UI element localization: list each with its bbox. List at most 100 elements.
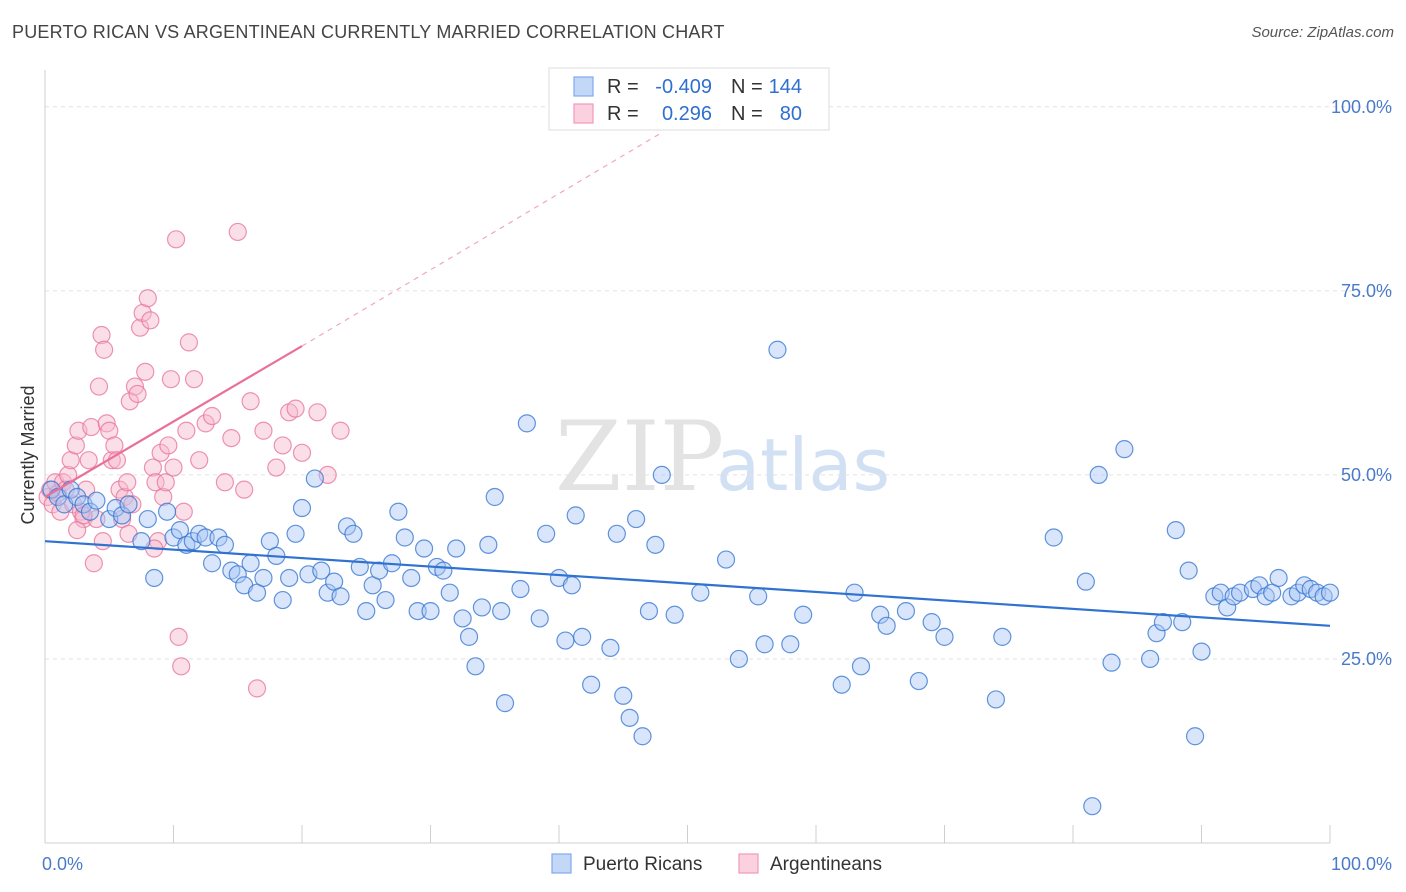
puerto-rican-point-52 <box>395 528 414 547</box>
puerto-rican-point-83 <box>626 509 646 529</box>
puerto-rican-point-43 <box>337 517 357 536</box>
argentinean-point-67 <box>267 458 286 477</box>
argentinean-point-26 <box>105 436 124 455</box>
puerto-rican-point-95 <box>781 635 800 654</box>
puerto-rican-point-65 <box>479 535 498 554</box>
puerto-rican-point-64 <box>472 598 491 617</box>
grid-lines <box>45 106 1392 660</box>
puerto-rican-point-89 <box>691 583 710 602</box>
argentinean-point-57 <box>190 451 209 470</box>
watermark-atlas: atlas <box>716 423 890 507</box>
puerto-rican-point-114 <box>1140 649 1160 669</box>
watermark-zip: ZIP <box>555 401 724 513</box>
argentinean-point-60 <box>215 473 234 492</box>
puerto-rican-point-121 <box>1192 642 1211 661</box>
argentinean-point-44 <box>151 443 170 462</box>
puerto-rican-point-14 <box>145 568 164 588</box>
puerto-rican-point-104 <box>922 613 941 632</box>
x-tick-label-1: 100.0% <box>1331 854 1392 874</box>
argentinean-point-62 <box>228 222 247 242</box>
bottom-legend-swatch-pink <box>738 853 759 874</box>
legend-swatch-blue <box>573 76 594 97</box>
puerto-rican-point-10 <box>112 506 132 525</box>
puerto-rican-point-38 <box>305 469 324 488</box>
legend-n-label-1: N = <box>731 76 763 98</box>
puerto-rican-trend-line <box>44 540 1331 627</box>
puerto-rican-point-106 <box>986 690 1006 709</box>
puerto-rican-point-30 <box>254 568 273 588</box>
puerto-rican-point-0 <box>42 480 61 499</box>
legend-n-value-2: 80 <box>780 103 802 125</box>
bottom-legend-swatch-blue <box>551 853 572 874</box>
argentinean-point-34 <box>125 377 145 396</box>
puerto-rican-point-117 <box>1166 521 1185 540</box>
puerto-rican-point-97 <box>832 675 851 694</box>
puerto-rican-point-74 <box>556 631 575 650</box>
puerto-rican-point-13 <box>138 509 157 529</box>
puerto-rican-point-111 <box>1089 465 1108 485</box>
argentinean-point-41 <box>143 458 163 477</box>
puerto-rican-point-98 <box>845 583 864 602</box>
puerto-rican-point-80 <box>607 524 626 543</box>
puerto-rican-point-84 <box>633 727 652 746</box>
argentinean-point-56 <box>184 370 204 389</box>
legend-r-label-1: R = <box>607 76 639 98</box>
argentinean-point-38 <box>136 362 155 381</box>
puerto-rican-point-76 <box>566 506 585 525</box>
argentinean-trend-extension <box>301 132 663 347</box>
puerto-rican-point-55 <box>414 539 434 558</box>
puerto-rican-point-71 <box>530 609 549 628</box>
puerto-rican-point-85 <box>639 601 659 621</box>
puerto-rican-point-124 <box>1218 598 1237 617</box>
argentinean-point-20 <box>89 377 109 396</box>
puerto-rican-point-113 <box>1115 440 1134 459</box>
argentinean-point-70 <box>286 399 305 418</box>
argentinean-point-63 <box>235 480 254 499</box>
puerto-rican-point-107 <box>993 627 1012 646</box>
argentinean-point-18 <box>84 554 103 573</box>
y-tick-label-1: 50.0% <box>1341 465 1392 485</box>
argentinean-point-50 <box>166 230 186 249</box>
puerto-rican-point-4 <box>68 487 87 507</box>
argentinean-point-74 <box>331 421 350 440</box>
argentinean-point-21 <box>92 325 111 345</box>
puerto-rican-point-92 <box>749 587 768 606</box>
argentinean-point-47 <box>159 436 178 455</box>
puerto-rican-point-101 <box>877 616 896 635</box>
argentinean-point-48 <box>161 370 181 389</box>
chart-title: PUERTO RICAN VS ARGENTINEAN CURRENTLY MA… <box>12 22 725 42</box>
puerto-rican-point-22 <box>202 554 222 573</box>
puerto-rican-point-112 <box>1102 653 1121 672</box>
argentinean-point-72 <box>308 403 327 422</box>
puerto-rican-point-6 <box>80 502 100 521</box>
puerto-rican-point-88 <box>665 605 684 624</box>
puerto-rican-point-91 <box>729 649 749 669</box>
argentinean-point-75 <box>93 532 112 551</box>
legend-n-label-2: N = <box>731 103 763 125</box>
argentinean-point-42 <box>146 473 165 492</box>
puerto-rican-point-67 <box>492 601 511 621</box>
argentinean-point-11 <box>66 436 85 455</box>
puerto-rican-point-56 <box>421 601 440 621</box>
y-axis-label: Currently Married <box>18 385 38 524</box>
argentinean-point-58 <box>196 414 215 433</box>
puerto-rican-point-39 <box>312 561 331 580</box>
puerto-rican-point-51 <box>389 502 408 521</box>
puerto-rican-point-68 <box>495 694 515 713</box>
puerto-rican-point-49 <box>376 590 395 610</box>
puerto-rican-point-61 <box>453 609 472 628</box>
argentinean-point-23 <box>97 414 116 433</box>
puerto-rican-point-53 <box>402 568 421 588</box>
puerto-rican-points <box>42 340 1340 816</box>
puerto-rican-point-131 <box>1269 568 1288 588</box>
argentinean-point-45 <box>154 487 173 507</box>
puerto-rican-point-75 <box>562 576 581 595</box>
puerto-rican-point-33 <box>273 590 292 610</box>
puerto-rican-point-108 <box>1044 528 1063 547</box>
puerto-rican-point-60 <box>447 539 466 558</box>
argentinean-point-64 <box>241 392 260 411</box>
legend-top: R = -0.409 N = 144 R = 0.296 N = 80 <box>548 67 830 131</box>
puerto-rican-point-81 <box>614 686 633 705</box>
puerto-rican-point-11 <box>119 495 138 514</box>
